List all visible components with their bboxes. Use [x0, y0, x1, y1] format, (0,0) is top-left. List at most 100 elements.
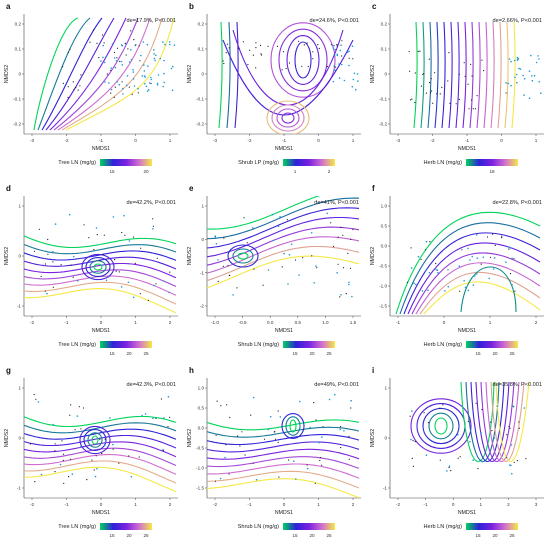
contour-line [476, 21, 481, 129]
site-point [116, 81, 118, 83]
site-point [255, 67, 257, 69]
site-point [122, 93, 124, 95]
site-point [135, 44, 137, 46]
site-point [40, 275, 42, 278]
fit-annotation: de=35.8%, P<0.001 [493, 382, 542, 388]
site-point [419, 50, 421, 52]
site-point [238, 48, 240, 50]
site-point [350, 399, 352, 402]
site-point [317, 44, 319, 46]
contour-line [434, 21, 439, 129]
site-point [113, 96, 115, 98]
legend-tick-label: 20 [309, 351, 315, 356]
site-point [341, 40, 343, 42]
y-tick-label: 1 [384, 386, 387, 391]
site-point [516, 58, 519, 61]
site-point [69, 458, 72, 460]
site-point [94, 475, 97, 478]
site-point [512, 405, 514, 407]
site-point [307, 65, 309, 68]
site-point [147, 88, 150, 91]
site-point [513, 461, 515, 463]
site-point [282, 51, 285, 53]
site-point [509, 464, 511, 466]
site-point [432, 102, 434, 104]
legend-tick-label: 2 [328, 169, 331, 174]
site-point [411, 457, 413, 459]
site-point [321, 436, 323, 438]
x-tick-label: 0 [100, 502, 103, 507]
site-point [348, 435, 350, 437]
site-point [439, 93, 441, 95]
site-point [471, 75, 473, 77]
site-point [167, 395, 170, 398]
x-tick-label: 1 [535, 138, 538, 143]
x-tick-label: 2 [535, 320, 538, 325]
site-point [222, 265, 224, 267]
site-point [116, 57, 118, 59]
site-point [35, 398, 37, 400]
site-point [409, 415, 411, 417]
site-point [150, 82, 152, 85]
x-axis-label: NMDS1 [458, 328, 476, 334]
contour-layer [408, 21, 542, 129]
site-point [448, 467, 450, 469]
legend-colorbar [100, 159, 152, 166]
site-point [115, 60, 118, 62]
site-point [226, 404, 228, 406]
panel-label: a [6, 2, 11, 11]
contour-chart-svg: f de=22.8%, P<0.001 -1 0 1 2 -1.5 -1.0 -0.5 0.0 0.… [370, 184, 544, 356]
site-point [143, 64, 145, 66]
contour-line [504, 21, 509, 129]
site-point [318, 47, 320, 50]
x-tick-label: 1.5 [350, 320, 357, 325]
legend-tick-label: 1 [294, 169, 297, 174]
contour-line [24, 288, 177, 314]
site-point [493, 257, 496, 259]
contour-line [24, 262, 177, 279]
site-point [162, 85, 164, 88]
site-point [411, 98, 413, 100]
site-point [448, 52, 450, 54]
site-point [152, 218, 154, 220]
site-point [128, 61, 131, 63]
site-point [531, 75, 533, 77]
legend-tick-label: 25 [143, 351, 149, 356]
site-point [470, 99, 473, 101]
site-point [102, 254, 104, 256]
x-tick-label: 0 [100, 320, 103, 325]
site-point [215, 434, 217, 436]
contour-line [24, 250, 177, 261]
site-point [352, 58, 354, 60]
site-point [33, 393, 35, 396]
site-point [523, 78, 526, 80]
site-point [121, 81, 123, 83]
y-tick-label: 0.2 [15, 22, 22, 27]
site-point [110, 67, 112, 69]
site-point [215, 243, 218, 245]
site-point [92, 29, 95, 31]
site-point [112, 443, 114, 446]
site-point [333, 44, 335, 47]
site-point [137, 87, 139, 90]
contour-line [207, 255, 360, 289]
x-tick-label: 0 [134, 138, 137, 143]
contour-layer [207, 196, 360, 298]
site-point [232, 294, 234, 296]
contour-chart-svg: a de=17.9%, P<0.001 -3 -2 -1 0 1 -0.2 -0.1 0 0.1 0.… [4, 2, 178, 174]
contour-line [207, 226, 360, 266]
site-point [336, 43, 338, 46]
x-axis-label: NMDS1 [275, 328, 293, 334]
x-tick-label: -1 [99, 138, 104, 143]
site-point [336, 54, 339, 57]
site-point [439, 407, 441, 409]
contour-line [470, 381, 505, 463]
legend-title: Herb LN (mg/g) [423, 160, 462, 166]
contour-ring [294, 41, 312, 79]
site-point [122, 87, 124, 90]
site-point [104, 438, 106, 440]
site-point [516, 460, 518, 462]
site-point [124, 42, 126, 44]
legend-title: Tree LN (mg/g) [58, 342, 96, 348]
site-point [156, 84, 159, 86]
